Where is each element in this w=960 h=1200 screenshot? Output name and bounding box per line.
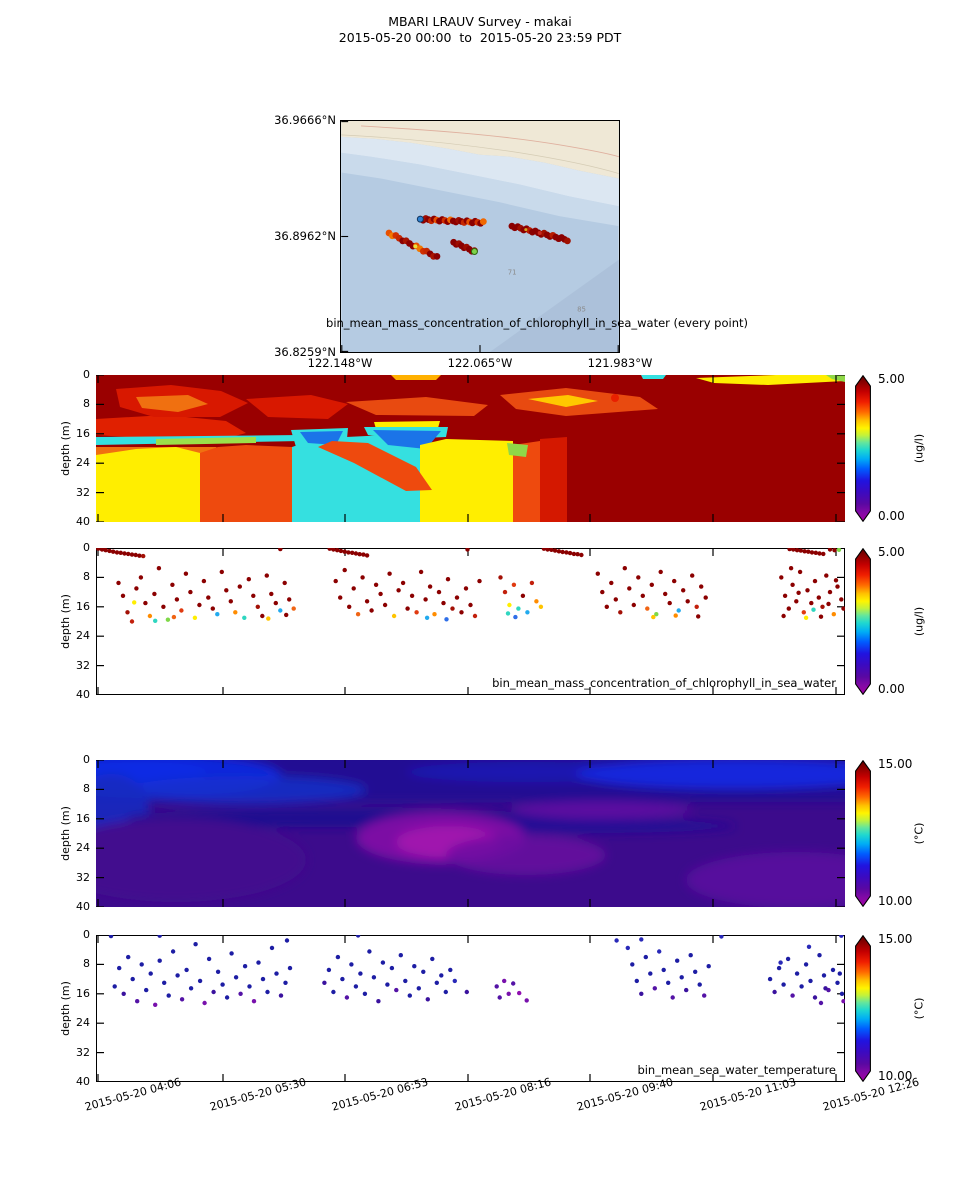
depth-tick-label: 40 <box>76 688 90 701</box>
chlorophyll-scatter-canvas <box>96 548 845 695</box>
plot-ticks <box>96 375 845 522</box>
map-lon-label-mid: 122.065°W <box>447 356 513 370</box>
colorbar-unit-label: (ug/l) <box>912 433 926 464</box>
plot-ticks <box>96 548 845 695</box>
depth-tick-label: 8 <box>83 570 90 584</box>
map-coastline <box>341 134 619 174</box>
scatter-points <box>108 935 845 1007</box>
map-canvas: 71 85 <box>341 121 619 352</box>
depth-tick-label: 16 <box>76 426 90 440</box>
depth-tick-label: 16 <box>76 599 90 613</box>
temperature-scatter-plot: bin_mean_sea_water_temperature <box>96 935 845 1082</box>
depth-tick-label: 24 <box>76 629 90 643</box>
map-lon-label-right: 121.983°W <box>587 356 653 370</box>
depth-tick-label: 0 <box>83 928 90 941</box>
y-axis-label: depth (m) <box>59 421 72 476</box>
colorbar-min-label: 10.00 <box>878 894 913 908</box>
colorbar-max-label: 15.00 <box>878 932 913 946</box>
depth-tick-label: 32 <box>76 870 90 884</box>
title-block: MBARI LRAUV Survey - makai 2015-05-20 00… <box>0 14 960 46</box>
depth-tick-label: 32 <box>76 485 90 499</box>
colorbar-max-label: 5.00 <box>878 372 905 386</box>
colorbar <box>855 374 871 523</box>
colorbar <box>855 759 871 908</box>
depth-tick-label: 16 <box>76 986 90 1000</box>
map-lon-label-left: 122.148°W <box>307 356 373 370</box>
y-axis-label: depth (m) <box>59 806 72 861</box>
depth-tick-label: 0 <box>83 541 90 554</box>
temperature-contour-plot <box>96 760 845 907</box>
scatter-points <box>96 548 845 624</box>
temperature-contour-canvas <box>96 760 845 907</box>
depth-tick-label: 40 <box>76 1075 90 1088</box>
colorbar-min-label: 0.00 <box>878 509 905 523</box>
map-road-line <box>361 125 619 158</box>
y-axis-label: depth (m) <box>59 594 72 649</box>
depth-tick-label: 40 <box>76 515 90 528</box>
chlorophyll-contour-canvas <box>96 375 845 522</box>
chlorophyll-contour-plot <box>96 375 845 522</box>
colorbar <box>855 934 871 1083</box>
colorbar-max-label: 5.00 <box>878 545 905 559</box>
plot-ticks <box>96 935 845 1082</box>
depth-tick-label: 0 <box>83 368 90 381</box>
page-title: MBARI LRAUV Survey - makai <box>388 14 572 29</box>
chlorophyll-scatter-label: bin_mean_mass_concentration_of_chlorophy… <box>492 676 836 690</box>
depth-tick-label: 32 <box>76 1045 90 1059</box>
depth-tick-label: 8 <box>83 782 90 796</box>
plot-ticks <box>96 760 845 907</box>
colorbar-min-label: 0.00 <box>878 682 905 696</box>
map-caption: bin_mean_mass_concentration_of_chlorophy… <box>326 316 748 330</box>
depth-tick-label: 8 <box>83 957 90 971</box>
colorbar-max-label: 15.00 <box>878 757 913 771</box>
depth-tick-label: 16 <box>76 811 90 825</box>
map-lat-label-bottom: 36.8259°N <box>274 345 336 359</box>
vehicle-tracks <box>385 215 571 260</box>
temperature-scatter-label: bin_mean_sea_water_temperature <box>637 1063 836 1077</box>
map-ticks <box>341 121 619 352</box>
y-axis-label: depth (m) <box>59 981 72 1036</box>
colorbar-min-label: 10.00 <box>878 1069 913 1083</box>
date-range: 2015-05-20 00:00 to 2015-05-20 23:59 PDT <box>338 30 622 45</box>
map-lat-label-top: 36.9666°N <box>274 113 336 127</box>
depth-tick-label: 24 <box>76 841 90 855</box>
colorbar-unit-label: (ug/l) <box>912 606 926 637</box>
depth-tick-label: 24 <box>76 1016 90 1030</box>
depth-tick-label: 40 <box>76 900 90 913</box>
chlorophyll-scatter-plot: bin_mean_mass_concentration_of_chlorophy… <box>96 548 845 695</box>
depth-tick-label: 0 <box>83 753 90 766</box>
colorbar-unit-label: (°C) <box>912 822 926 845</box>
bathymetry-label-85: 85 <box>577 305 586 313</box>
depth-tick-label: 32 <box>76 658 90 672</box>
depth-tick-label: 24 <box>76 456 90 470</box>
survey-map: 71 85 <box>340 120 620 353</box>
map-lat-label-mid: 36.8962°N <box>274 229 336 243</box>
depth-tick-label: 8 <box>83 397 90 411</box>
bathymetry-label-71: 71 <box>508 269 517 277</box>
colorbar-unit-label: (°C) <box>912 997 926 1020</box>
colorbar <box>855 547 871 696</box>
temperature-scatter-canvas <box>96 935 845 1082</box>
